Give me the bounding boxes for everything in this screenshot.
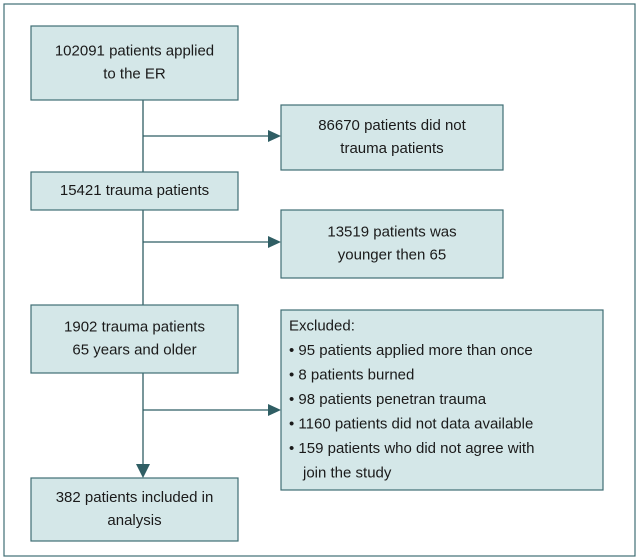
node-text: 13519 patients was	[327, 223, 456, 240]
node: Excluded: • 95 patients applied more than…	[280, 309, 604, 491]
node-text: 382 patients included in	[56, 489, 214, 506]
node-box	[280, 104, 504, 171]
node-text: analysis	[107, 512, 161, 529]
node-text: • 98 patients penetran trauma	[289, 391, 487, 408]
node-text: • 95 patients applied more than once	[289, 342, 533, 359]
node-box	[280, 309, 604, 491]
node-text: 65 years and older	[72, 341, 196, 358]
node-box	[30, 25, 239, 101]
node-text: • 8 patients burned	[289, 366, 414, 383]
node-text: 1902 trauma patients	[64, 318, 205, 335]
node-box	[280, 209, 504, 279]
node: 382 patients included in analysis	[30, 477, 239, 542]
node: 86670 patients did not trauma patients	[280, 104, 504, 171]
node-text: 86670 patients did not	[318, 117, 466, 134]
node-text: to the ER	[103, 65, 166, 82]
node-text: trauma patients	[340, 140, 443, 157]
node-box	[30, 477, 239, 542]
node: 13519 patients was younger then 65	[280, 209, 504, 279]
node-box	[30, 171, 239, 211]
arrowhead	[268, 236, 281, 248]
node: 102091 patients applied to the ER	[30, 25, 239, 101]
arrowhead	[268, 404, 281, 416]
node-text: • 1160 patients did not data available	[289, 415, 533, 432]
node: 15421 trauma patients	[30, 171, 239, 211]
node: 1902 trauma patients 65 years and older	[30, 304, 239, 374]
node-text: 15421 trauma patients	[60, 182, 209, 199]
node-text: • 159 patients who did not agree with	[289, 440, 534, 457]
node-text: join the study	[302, 464, 392, 481]
node-text: younger then 65	[338, 246, 446, 263]
boxes: 102091 patients applied to the ER 86670 pa…	[30, 25, 604, 542]
node-text: 102091 patients applied	[55, 42, 214, 59]
arrowhead	[136, 464, 150, 478]
node-text: Excluded:	[289, 317, 355, 334]
connectors	[136, 100, 281, 478]
node-box	[30, 304, 239, 374]
arrowhead	[268, 130, 281, 142]
